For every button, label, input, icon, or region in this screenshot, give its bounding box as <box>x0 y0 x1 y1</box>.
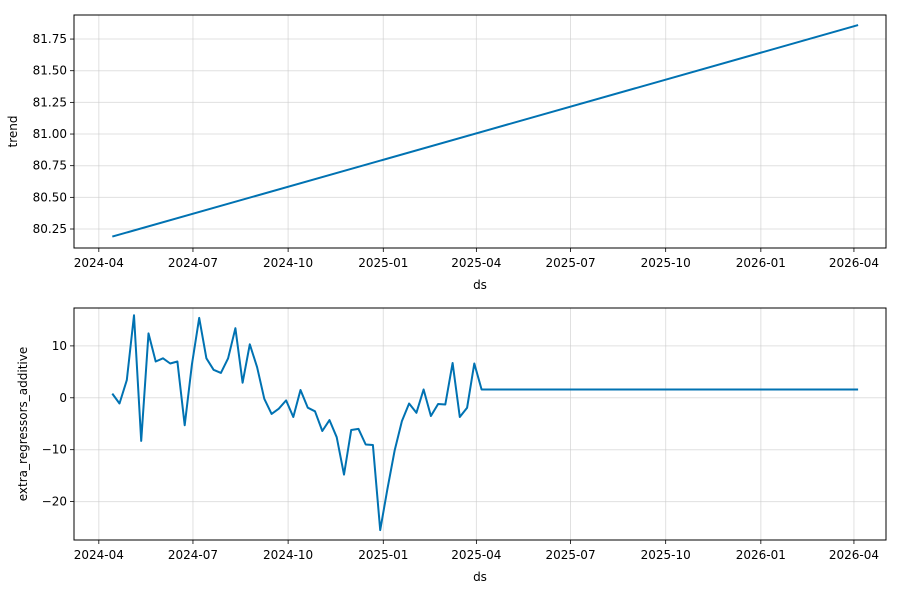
trend-x-tick-label: 2026-04 <box>829 256 879 270</box>
trend-y-axis: 80.25 80.50 80.75 81.00 81.25 81.50 81.75 <box>33 32 74 236</box>
trend-y-axis-label: trend <box>6 116 20 148</box>
trend-x-tick-label: 2024-07 <box>168 256 218 270</box>
extra-regressors-y-tick-label: −10 <box>42 443 67 457</box>
trend-y-tick-label: 81.00 <box>33 127 67 141</box>
extra-regressors-y-tick-label: 10 <box>52 339 67 353</box>
extra-regressors-series-line <box>111 314 859 532</box>
trend-x-tick-label: 2025-10 <box>641 256 691 270</box>
extra-regressors-y-axis-label: extra_regressors_additive <box>16 347 30 501</box>
trend-y-tick-label: 80.75 <box>33 159 67 173</box>
extra-regressors-x-tick-label: 2026-04 <box>829 548 879 562</box>
trend-x-tick-label: 2024-04 <box>74 256 124 270</box>
extra-regressors-x-tick-label: 2024-07 <box>168 548 218 562</box>
extra-regressors-y-tick-label: −20 <box>42 495 67 509</box>
extra-regressors-x-tick-label: 2024-10 <box>263 548 313 562</box>
trend-x-axis: 2024-04 2024-07 2024-10 2025-01 2025-04 2025-… <box>74 248 879 270</box>
trend-y-tick-label: 81.50 <box>33 64 67 78</box>
trend-x-tick-label: 2025-07 <box>545 256 595 270</box>
trend-y-tick-label: 81.75 <box>33 32 67 46</box>
extra-regressors-x-tick-label: 2024-04 <box>74 548 124 562</box>
trend-axes-frame <box>73 14 887 249</box>
trend-x-tick-label: 2026-01 <box>736 256 786 270</box>
extra-regressors-grid <box>74 308 886 540</box>
trend-y-tick-label: 81.25 <box>33 95 67 109</box>
trend-x-tick-label: 2025-04 <box>451 256 501 270</box>
extra-regressors-y-axis: −20 −10 0 10 <box>42 339 74 509</box>
extra-regressors-x-axis-label: ds <box>473 570 487 584</box>
trend-grid <box>74 15 886 248</box>
extra-regressors-x-tick-label: 2025-01 <box>358 548 408 562</box>
extra-regressors-x-axis: 2024-04 2024-07 2024-10 2025-01 2025-04 2025-… <box>74 540 879 562</box>
trend-y-tick-label: 80.25 <box>33 222 67 236</box>
trend-panel: 2024-04 2024-07 2024-10 2025-01 2025-04 2025-… <box>6 14 887 292</box>
trend-x-tick-label: 2024-10 <box>263 256 313 270</box>
extra-regressors-x-tick-label: 2025-07 <box>545 548 595 562</box>
extra-regressors-x-tick-label: 2025-04 <box>451 548 501 562</box>
trend-y-tick-label: 80.50 <box>33 190 67 204</box>
extra-regressors-plot-area <box>111 314 859 532</box>
extra-regressors-y-tick-label: 0 <box>59 391 67 405</box>
extra-regressors-axes-frame <box>73 307 887 541</box>
extra-regressors-panel: 2024-04 2024-07 2024-10 2025-01 2025-04 2025-… <box>16 307 887 584</box>
trend-x-axis-label: ds <box>473 278 487 292</box>
trend-series-line <box>112 24 859 238</box>
trend-x-tick-label: 2025-01 <box>358 256 408 270</box>
extra-regressors-x-tick-label: 2026-01 <box>736 548 786 562</box>
extra-regressors-x-tick-label: 2025-10 <box>641 548 691 562</box>
trend-plot-area <box>112 24 859 238</box>
